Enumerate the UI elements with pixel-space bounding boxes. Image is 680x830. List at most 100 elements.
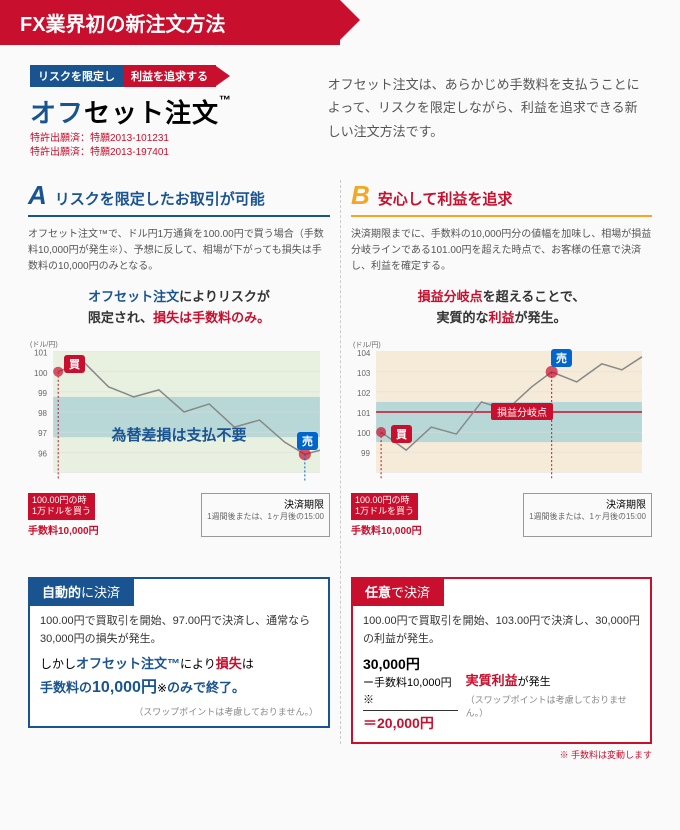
footnote: ※ 手数料は変動します bbox=[0, 744, 680, 765]
svg-text:100: 100 bbox=[357, 429, 371, 438]
chart-b: (ドル/円) 104 103 102 101 100 99 買 売 損益分岐点 bbox=[351, 337, 652, 487]
result-text-b1: 100.00円で買取引を開始、103.00円で決済し、30,000円の利益が発生… bbox=[363, 613, 640, 648]
intro-section: リスクを限定し 利益を追求する オフセット注文™ 特許出願済：特願2013-10… bbox=[0, 45, 680, 170]
rb-b-l2: 1万ドルを買う bbox=[355, 506, 414, 516]
patent-info: 特許出願済：特願2013-101231 特許出願済：特願2013-197401 bbox=[30, 132, 328, 160]
red-box-a: 100.00円の時 1万ドルを買う bbox=[28, 493, 95, 520]
tag-risk: リスクを限定し bbox=[30, 65, 123, 87]
hl-b-2c: が発生。 bbox=[515, 310, 567, 325]
red-box-b: 100.00円の時 1万ドルを買う bbox=[351, 493, 418, 520]
intro-description: オフセット注文は、あらかじめ手数料を支払うことによって、リスクを限定しながら、利… bbox=[328, 65, 650, 160]
svg-text:101: 101 bbox=[34, 348, 48, 357]
swap-note-b: （スワップポイントは考慮しておりません。） bbox=[466, 693, 640, 719]
col-a-title: リスクを限定したお取引が可能 bbox=[55, 188, 265, 209]
swap-note-a: （スワップポイントは考慮しておりません。） bbox=[40, 705, 318, 718]
col-b-header: B 安心して利益を追求 bbox=[351, 180, 652, 217]
deadline-sub-a: 1週間後または、1ヶ月後の15:00 bbox=[207, 511, 324, 522]
chart-a: (ドル/円) 101100 9998 9796 買 売 為替差損は支払不要 bbox=[28, 337, 330, 487]
buy-badge-a: 買 bbox=[64, 355, 85, 373]
result-text-a2: しかしオフセット注文™により損失は 手数料の10,000円※のみで終了。 bbox=[40, 654, 318, 700]
result-text-a1: 100.00円で買取引を開始、97.00円で決済し、通常なら30,000円の損失… bbox=[40, 613, 318, 648]
calc-top: 30,000円 ー手数料10,000円※ bbox=[363, 654, 458, 711]
result-tab-b: 任意で決済 bbox=[351, 577, 444, 606]
svg-text:104: 104 bbox=[357, 348, 371, 357]
r3d: のみで終了。 bbox=[167, 680, 245, 695]
calc-block: 30,000円 ー手数料10,000円※ ＝20,000円 実質利益が発生 （ス… bbox=[363, 654, 640, 734]
r2b: オフセット注文™ bbox=[76, 656, 180, 671]
col-b-desc: 決済期限までに、手数料の10,000円分の値幅を加味し、相場が損益分岐ラインであ… bbox=[351, 227, 652, 275]
r3b: 10,000円 bbox=[92, 679, 157, 696]
result-box-b: 任意で決済 100.00円で買取引を開始、103.00円で決済し、30,000円… bbox=[351, 577, 652, 744]
column-a: A リスクを限定したお取引が可能 オフセット注文™で、ドル円1万通貨を100.0… bbox=[18, 180, 340, 744]
r3a: 手数料の bbox=[40, 680, 92, 695]
hl-b-1b: を超えることで、 bbox=[483, 289, 586, 304]
intro-left: リスクを限定し 利益を追求する オフセット注文™ 特許出願済：特願2013-10… bbox=[30, 65, 328, 160]
svg-text:99: 99 bbox=[361, 449, 370, 458]
under-chart-b: 100.00円の時 1万ドルを買う 手数料10,000円 決済期限 1週間後また… bbox=[351, 493, 652, 537]
hl-a-2a: 限定され、 bbox=[88, 310, 153, 325]
col-a-letter: A bbox=[28, 180, 47, 211]
fee-note-a: 手数料10,000円 bbox=[28, 522, 99, 537]
buy-badge-b: 買 bbox=[391, 425, 412, 443]
svg-text:97: 97 bbox=[38, 429, 47, 438]
deadline-title-b: 決済期限 bbox=[529, 496, 646, 511]
hl-a-1a: オフセット注文 bbox=[88, 289, 179, 304]
calc-result: ＝20,000円 bbox=[363, 713, 458, 734]
hl-b-2b: 利益 bbox=[488, 310, 514, 325]
svg-text:99: 99 bbox=[38, 388, 47, 397]
col-a-highlight: オフセット注文によりリスクが 限定され、損失は手数料のみ。 bbox=[28, 287, 330, 329]
rt-a-light: に決済 bbox=[81, 585, 120, 600]
rt-b-light: で決済 bbox=[391, 585, 430, 600]
sell-badge-a: 売 bbox=[297, 432, 318, 450]
calc-right: 実質利益が発生 （スワップポイントは考慮しておりません。） bbox=[466, 670, 640, 719]
rb-l1: 100.00円の時 bbox=[32, 495, 87, 505]
breakeven-label: 損益分岐点 bbox=[491, 403, 553, 420]
fee-note-b: 手数料10,000円 bbox=[351, 522, 422, 537]
col-a-header: A リスクを限定したお取引が可能 bbox=[28, 180, 330, 217]
under-left-b: 100.00円の時 1万ドルを買う 手数料10,000円 bbox=[351, 493, 422, 537]
patent-line-2: 特許出願済：特願2013-197401 bbox=[30, 146, 328, 160]
under-chart-a: 100.00円の時 1万ドルを買う 手数料10,000円 決済期限 1週間後また… bbox=[28, 493, 330, 537]
y-unit-a: (ドル/円) bbox=[30, 340, 58, 348]
columns: A リスクを限定したお取引が可能 オフセット注文™で、ドル円1万通貨を100.0… bbox=[0, 180, 680, 744]
trademark: ™ bbox=[219, 93, 232, 107]
patent-line-1: 特許出願済：特願2013-101231 bbox=[30, 132, 328, 146]
calc-minus: ー手数料10,000円※ bbox=[363, 677, 452, 706]
svg-text:102: 102 bbox=[357, 389, 371, 398]
col-b-letter: B bbox=[351, 180, 370, 211]
hl-a-2b: 損失は手数料のみ。 bbox=[153, 310, 270, 325]
sell-badge-b: 売 bbox=[551, 349, 572, 367]
cr-b: が発生 bbox=[518, 676, 551, 688]
tag-profit: 利益を追求する bbox=[123, 65, 216, 87]
r2a: しかし bbox=[40, 657, 76, 671]
col-b-highlight: 損益分岐点を超えることで、 実質的な利益が発生。 bbox=[351, 287, 652, 329]
rt-b-bold: 任意 bbox=[365, 585, 391, 600]
product-prefix: オフ bbox=[30, 98, 84, 128]
rt-a-bold: 自動的 bbox=[42, 585, 81, 600]
rb-b-l1: 100.00円の時 bbox=[355, 495, 410, 505]
r3c: ※ bbox=[157, 681, 167, 695]
r2e: は bbox=[242, 657, 254, 671]
arrow-icon bbox=[216, 66, 230, 86]
rb-l2: 1万ドルを買う bbox=[32, 506, 91, 516]
y-unit-b: (ドル/円) bbox=[353, 340, 381, 348]
svg-text:96: 96 bbox=[38, 449, 47, 458]
under-right-a: 決済期限 1週間後または、1ヶ月後の15:00 bbox=[201, 493, 330, 537]
deadline-sub-b: 1週間後または、1ヶ月後の15:00 bbox=[529, 511, 646, 522]
col-a-desc: オフセット注文™で、ドル円1万通貨を100.00円で買う場合（手数料10,000… bbox=[28, 227, 330, 275]
top-banner: FX業界初の新注文方法 bbox=[0, 0, 340, 45]
product-suffix: セット注文 bbox=[84, 98, 219, 128]
deadline-title-a: 決済期限 bbox=[207, 496, 324, 511]
svg-text:103: 103 bbox=[357, 368, 371, 377]
hl-b-2a: 実質的な bbox=[436, 310, 488, 325]
r2d: 損失 bbox=[216, 656, 242, 671]
calc-left: 30,000円 ー手数料10,000円※ ＝20,000円 bbox=[363, 654, 458, 734]
result-tab-a: 自動的に決済 bbox=[28, 577, 134, 606]
hl-a-1b: によりリスクが bbox=[179, 289, 270, 304]
svg-text:98: 98 bbox=[38, 409, 47, 418]
hl-b-1a: 損益分岐点 bbox=[418, 289, 483, 304]
column-b: B 安心して利益を追求 決済期限までに、手数料の10,000円分の値幅を加味し、… bbox=[340, 180, 662, 744]
svg-text:101: 101 bbox=[357, 409, 371, 418]
cr-a: 実質利益 bbox=[466, 673, 518, 688]
calc-30000: 30,000円 bbox=[363, 656, 420, 672]
